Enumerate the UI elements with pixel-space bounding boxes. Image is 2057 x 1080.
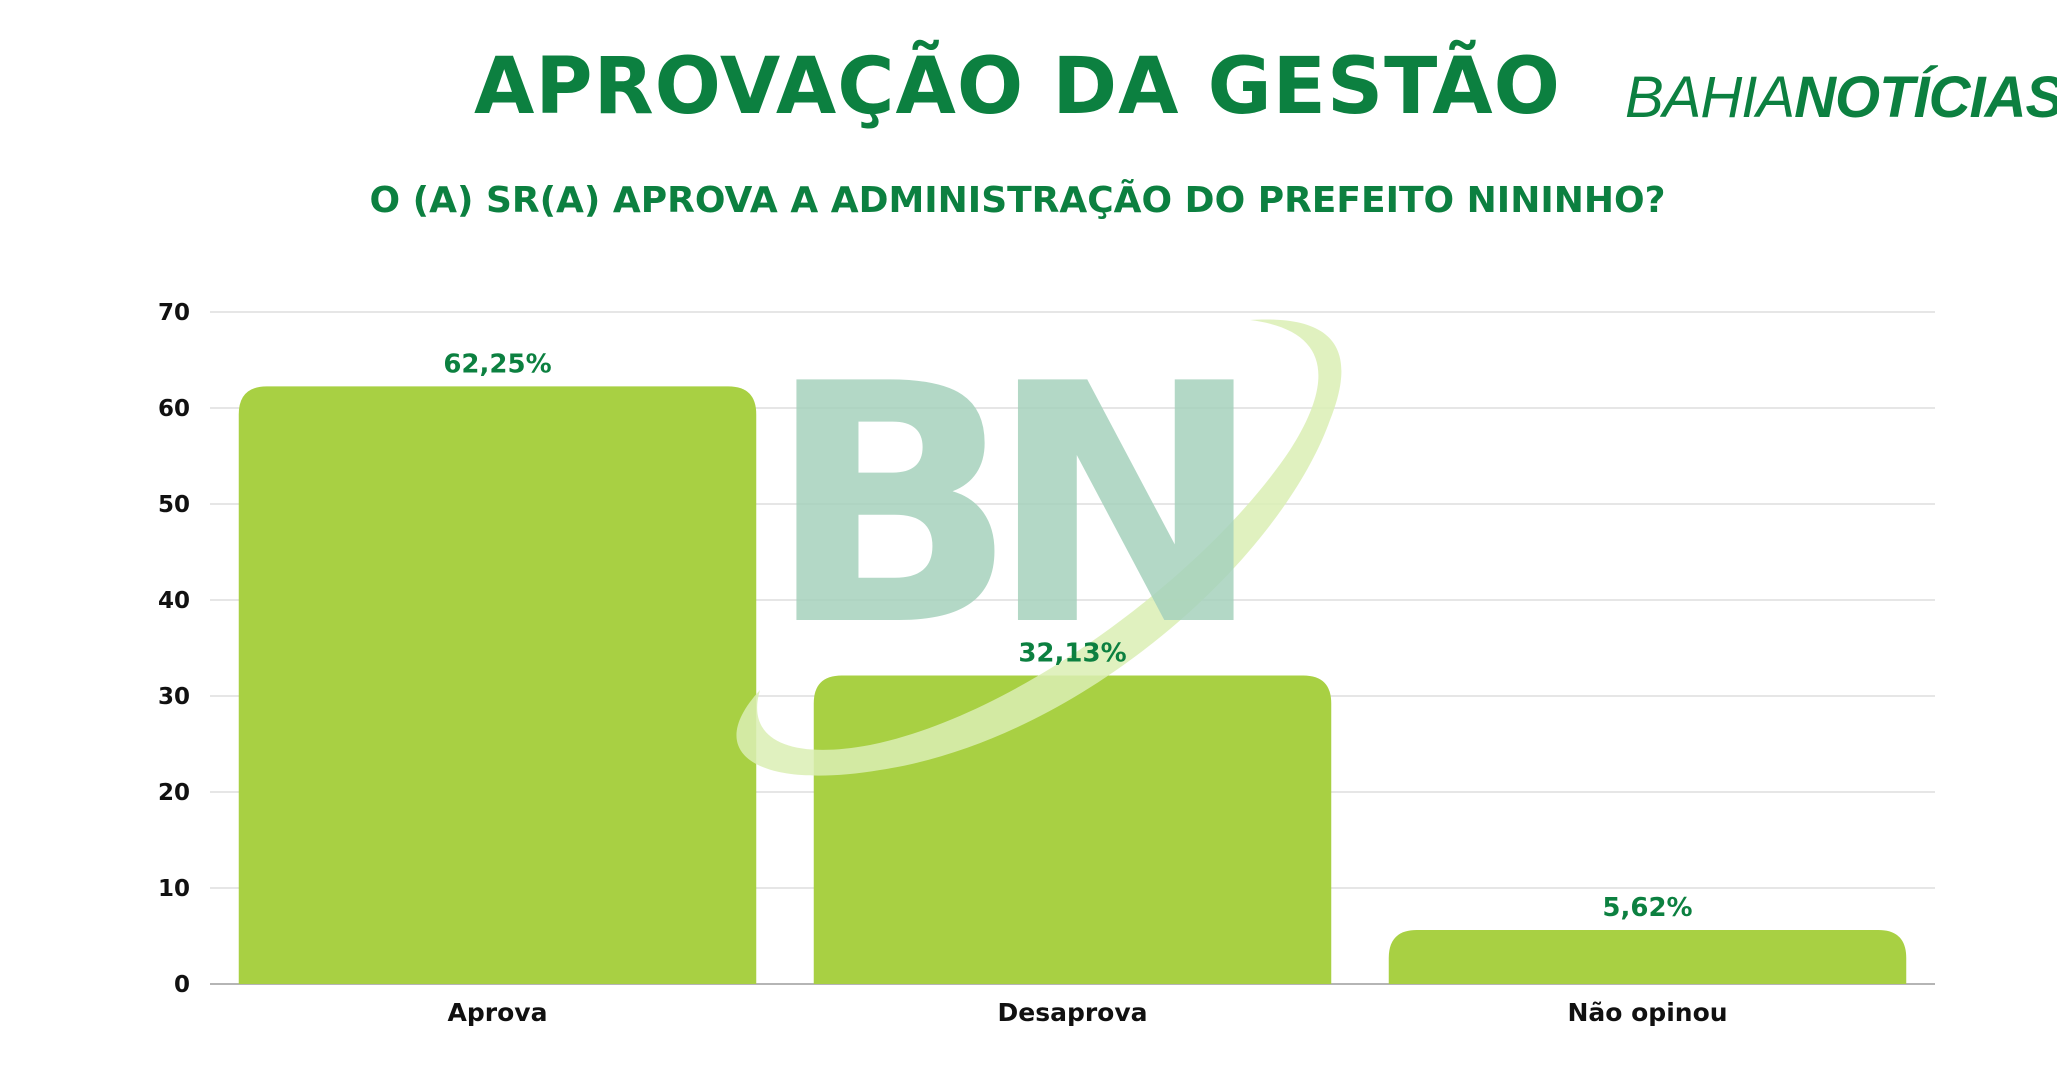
y-tick-label: 40 — [158, 588, 190, 614]
data-label: 5,62% — [1602, 893, 1692, 923]
x-category-label: Não opinou — [1567, 998, 1727, 1027]
x-category-label: Desaprova — [997, 998, 1147, 1027]
y-tick-label: 60 — [158, 396, 190, 422]
chart-subtitle: O (A) SR(A) APROVA A ADMINISTRAÇÃO DO PR… — [369, 180, 1666, 221]
watermark-swoosh — [736, 319, 1342, 776]
bahia-noticias-logo: BAHIANOTÍCIAS — [1625, 64, 2057, 131]
y-tick-label: 0 — [174, 972, 190, 998]
logo-text-noticias: NOTÍCIAS — [1794, 65, 2057, 130]
chart-title: APROVAÇÃO DA GESTÃO — [474, 42, 1561, 132]
y-tick-label: 70 — [158, 300, 190, 326]
y-tick-label: 50 — [158, 492, 190, 518]
x-category-label: Aprova — [448, 998, 548, 1027]
bar-n-o-opinou — [1388, 930, 1907, 984]
data-label: 32,13% — [1018, 639, 1126, 669]
bar-aprova — [238, 386, 757, 984]
y-tick-label: 10 — [158, 876, 190, 902]
y-tick-label: 20 — [158, 780, 190, 806]
logo-text-bahia: BAHIA — [1625, 65, 1795, 130]
watermark: BN — [736, 314, 1342, 776]
y-tick-label: 30 — [158, 684, 190, 710]
bar-desaprova — [813, 675, 1332, 984]
bars — [238, 386, 1907, 984]
labels: 0 10 20 30 40 50 60 70 62,25% Aprova 32,13% Desapro… — [158, 300, 1728, 1027]
watermark-letters: BN — [766, 314, 1235, 698]
data-label: 62,25% — [443, 349, 551, 379]
